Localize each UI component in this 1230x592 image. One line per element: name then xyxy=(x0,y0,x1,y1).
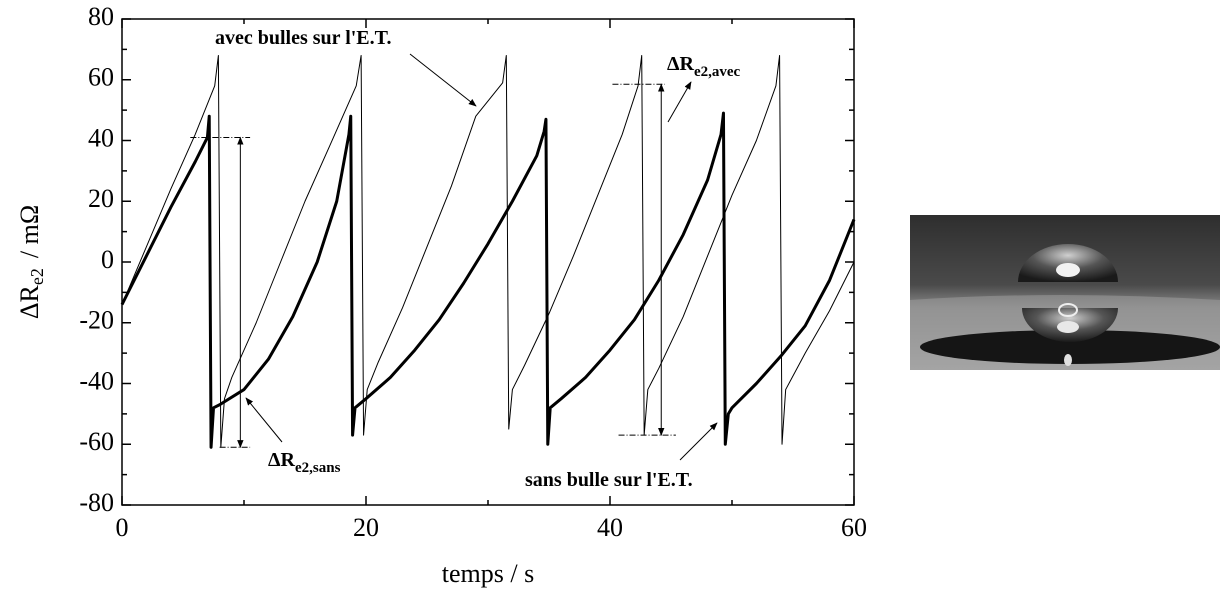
y-tick-label: -20 xyxy=(79,306,114,335)
annotation: ΔRe2,avec xyxy=(667,53,741,80)
annotation-arrow xyxy=(409,53,477,107)
annotation-arrow xyxy=(245,397,283,443)
y-axis-label: ΔRe2 / mΩ xyxy=(15,205,47,319)
photo-highlight xyxy=(1064,354,1072,366)
y-tick-label: -80 xyxy=(79,488,114,517)
y-label-unit: / mΩ xyxy=(15,205,44,258)
plot xyxy=(120,18,856,506)
data-line xyxy=(120,111,856,449)
photo-reflection xyxy=(1058,303,1078,317)
y-label-sub: e2 xyxy=(27,268,47,285)
photo-highlight xyxy=(1056,263,1080,277)
x-tick-label: 20 xyxy=(353,513,379,542)
annotation-arrow xyxy=(667,81,692,123)
y-tick-label: 60 xyxy=(88,63,114,92)
photo xyxy=(910,215,1220,370)
photo-shadow xyxy=(920,330,1220,364)
annotation-main: ΔR xyxy=(667,53,695,75)
annotation: avec bulles sur l'E.T. xyxy=(215,27,392,49)
y-tick-label: 0 xyxy=(101,245,114,274)
y-tick-label: -60 xyxy=(79,427,114,456)
x-tick-label: 40 xyxy=(597,513,623,542)
x-tick-label: 60 xyxy=(841,513,867,542)
annotation: sans bulle sur l'E.T. xyxy=(525,469,693,491)
plot-frame xyxy=(121,18,855,506)
y-label-main: ΔR xyxy=(15,284,44,319)
annotation: ΔRe2,sans xyxy=(268,449,341,476)
annotation-arrow xyxy=(679,422,718,461)
data-line xyxy=(121,54,855,448)
photo-highlight xyxy=(1057,321,1079,333)
annotation-main: ΔR xyxy=(268,449,296,471)
x-tick-label: 0 xyxy=(116,513,129,542)
y-tick-label: 40 xyxy=(88,123,114,152)
y-tick-label: 20 xyxy=(88,184,114,213)
y-tick-label: 80 xyxy=(88,2,114,31)
y-tick-label: -40 xyxy=(79,366,114,395)
x-axis-label: temps / s xyxy=(442,559,534,588)
annotation-sub: e2,sans xyxy=(295,460,341,476)
annotation-sub: e2,avec xyxy=(694,64,741,80)
